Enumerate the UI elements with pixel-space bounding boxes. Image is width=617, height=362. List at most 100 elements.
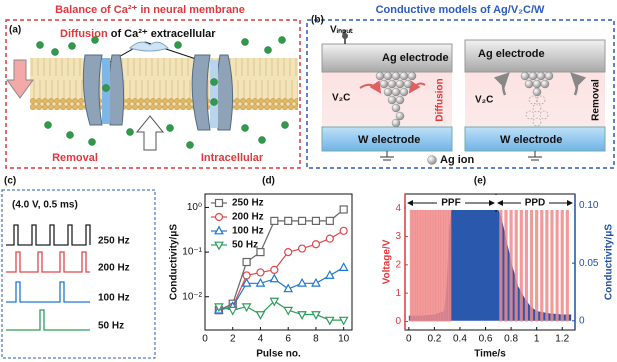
marker <box>339 205 348 214</box>
y-tick-label: 10⁰ <box>187 202 202 213</box>
label: Ag electrode <box>382 52 449 64</box>
panel-label: (b) <box>311 15 324 26</box>
x-axis-title: Time/s <box>474 349 506 360</box>
legend-label: 250 Hz <box>232 198 264 209</box>
voltage-pulse <box>448 208 452 322</box>
label: Intracellular <box>201 152 264 164</box>
ag-cluster <box>520 71 554 97</box>
pulse-train <box>6 251 90 273</box>
arrow <box>135 115 165 151</box>
marker <box>311 216 321 225</box>
marker <box>270 265 279 274</box>
voltage-pulse <box>414 208 419 322</box>
marker <box>214 212 224 222</box>
legend-label: 100 Hz <box>232 226 264 237</box>
marker <box>214 225 224 235</box>
x-tick-label: 0.6 <box>479 334 493 345</box>
voltage-pulse <box>560 208 564 322</box>
arrow <box>493 72 510 96</box>
electrode <box>464 39 606 73</box>
voltage-pulse <box>440 208 444 322</box>
marker <box>241 303 252 313</box>
row-label: 100 Hz <box>98 293 130 304</box>
voltage-pulse <box>514 208 518 322</box>
series-line <box>218 209 345 311</box>
voltage-pulse <box>417 208 421 322</box>
voltage-pulse <box>550 208 554 322</box>
voltage-pulse <box>545 208 549 322</box>
arrow <box>408 80 426 94</box>
marker <box>256 247 265 257</box>
x-tick-label: 10 <box>338 334 350 345</box>
marker <box>214 241 224 251</box>
panel-label: (c) <box>4 176 16 187</box>
voltage-pulse <box>445 208 449 322</box>
label: Ag ion <box>440 154 474 166</box>
marker <box>227 306 238 316</box>
x-tick-label: 0 <box>406 334 412 345</box>
label: Ag electrode <box>478 48 545 60</box>
voltage-pulse <box>422 208 426 322</box>
plot-frame <box>204 193 353 331</box>
y2-tick-label: 0.10 <box>579 200 599 211</box>
voltage-pulse <box>437 208 442 322</box>
frame <box>1 189 156 359</box>
y-axis-title: Conductivity/μS <box>169 224 180 300</box>
voltage-pulse <box>529 208 534 322</box>
marker <box>325 234 334 243</box>
row-label: 250 Hz <box>98 236 130 247</box>
x-axis-title: Pulse no. <box>256 349 301 360</box>
voltage-pulse <box>524 208 529 322</box>
x-tick-label: 2 <box>230 334 236 345</box>
series-line <box>218 267 344 311</box>
panel-label: (d) <box>262 176 275 187</box>
y-tick-label: 10⁻¹ <box>182 247 202 258</box>
legend-label: 50 Hz <box>232 240 258 251</box>
marker <box>324 269 335 279</box>
marker <box>256 268 265 277</box>
x-tick-label: 1.2 <box>555 334 569 345</box>
arrow <box>570 72 587 96</box>
x-tick-label: 1 <box>534 334 540 345</box>
label: Vᵢₙₚᵤₜ <box>330 25 353 36</box>
x-tick-label: 0.8 <box>504 334 518 345</box>
legend-ball <box>427 155 437 165</box>
ag-ghost <box>525 95 549 127</box>
y-tick-label: 3 <box>395 231 401 242</box>
voltage-pulse <box>412 208 416 322</box>
annotation: PPF <box>441 198 460 209</box>
frame <box>306 19 615 169</box>
marker <box>284 216 293 225</box>
membrane <box>30 58 298 110</box>
protein <box>129 41 169 52</box>
panel-label: (e) <box>474 176 486 187</box>
marker <box>241 277 252 287</box>
ag-cluster <box>375 71 417 128</box>
channel <box>191 54 234 131</box>
panel-b: Conductive models of Ag/V₂C/W (b) Vᵢₙₚᵤₜ… <box>306 4 615 169</box>
marker <box>297 277 307 287</box>
voltage-pulse <box>509 208 513 322</box>
marker <box>324 316 335 326</box>
pulse-train <box>6 224 91 246</box>
marker <box>325 216 334 225</box>
marker <box>311 240 321 249</box>
arrow <box>6 59 34 99</box>
x-tick-label: 0.2 <box>427 334 441 345</box>
label: Removal <box>591 79 602 121</box>
y-tick-label: 0 <box>395 316 401 327</box>
label: Removal <box>52 152 98 164</box>
row-label: 50 Hz <box>98 321 124 332</box>
panel-title: Balance of Ca²⁺ in neural membrane <box>55 4 245 16</box>
marker <box>283 306 294 316</box>
voltage-pulse <box>435 208 439 322</box>
marker <box>283 283 294 293</box>
electrode <box>464 126 606 152</box>
voltage-pulse <box>519 208 523 322</box>
marker <box>338 316 349 326</box>
marker <box>297 244 307 253</box>
marker <box>214 198 224 208</box>
marker <box>284 247 293 257</box>
legend-label: 200 Hz <box>232 212 264 223</box>
text: of Ca²⁺ extracellular <box>108 28 217 40</box>
